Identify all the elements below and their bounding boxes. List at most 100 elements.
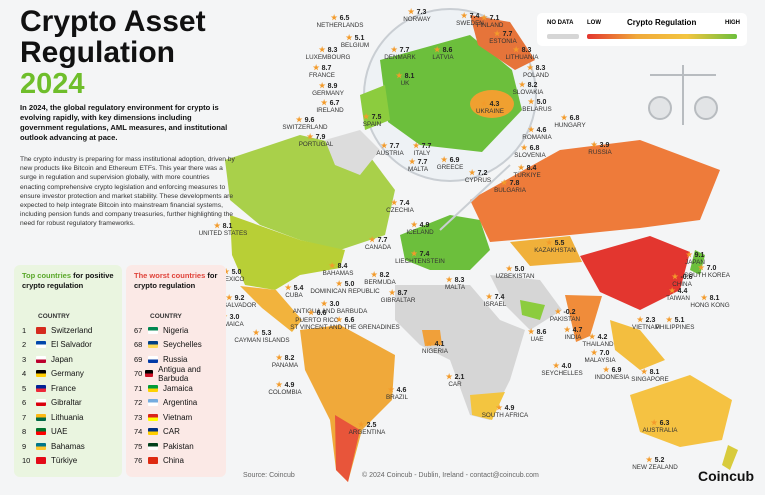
flag-icon [36, 413, 46, 421]
argentina [335, 415, 360, 482]
flag-icon [148, 355, 158, 363]
label-score-line: 7.7 [376, 142, 403, 150]
country-name: POLAND [523, 72, 549, 79]
score: 7.0 [599, 350, 610, 357]
map-label: 7.8 BULGARIA [494, 179, 526, 194]
country-name: BELARUS [522, 106, 552, 113]
score: 7.7 [377, 237, 388, 244]
star-icon [668, 287, 676, 294]
table-row: 75 Pakistan [134, 439, 218, 454]
label-score-line: 6.6 [290, 316, 400, 324]
country-name: INDONESIA [594, 374, 630, 381]
map-label: 8.3 POLAND [523, 64, 549, 79]
star-icon [505, 265, 513, 272]
flag-icon [148, 413, 158, 421]
ukraine [470, 90, 514, 118]
flag-icon [36, 428, 46, 436]
map-label: 5.5 KAZAKHSTAN [534, 239, 576, 254]
star-icon [284, 284, 292, 291]
uae [520, 300, 545, 320]
country-name: BERMUDA [364, 279, 396, 286]
score: 6.7 [329, 100, 340, 107]
map-label: 8.1 UK [395, 72, 415, 87]
flag-icon [148, 457, 158, 465]
score: 9.2 [234, 295, 245, 302]
star-icon [275, 354, 283, 361]
star-icon [380, 142, 388, 149]
title: Crypto Asset Regulation [20, 5, 206, 69]
score: 4.9 [284, 382, 295, 389]
star-icon [445, 276, 453, 283]
star-icon [425, 340, 433, 347]
label-score-line: 7.4 [484, 293, 506, 301]
label-score-line: 4.1 [422, 340, 448, 348]
country-name: LATVIA [432, 54, 454, 61]
map-label: 6.7 IRELAND [316, 99, 344, 114]
star-icon [222, 268, 230, 275]
label-score-line: 7.1 [477, 14, 504, 22]
country: El Salvador [51, 340, 92, 350]
label-score-line: 6.7 [316, 99, 343, 107]
country: Jamaica [163, 383, 193, 393]
table-row: 69 Russia [134, 352, 218, 367]
table-row: 73 Vietnam [134, 410, 218, 425]
top-title: Top countries for positive crypto regula… [22, 271, 114, 290]
label-score-line: 2.3 [632, 316, 660, 324]
star-icon [362, 113, 370, 120]
map-label: 7.7 MALTA [408, 158, 428, 173]
label-score-line: 7.5 [362, 113, 382, 121]
country-name: CANADA [364, 244, 392, 251]
legend-no-data-bar [547, 34, 579, 39]
map-label: 8.4 BAHAMAS [323, 262, 353, 277]
legend-low: LOW [587, 20, 601, 26]
map-label: 5.0 UZBEKISTAN [495, 265, 535, 280]
label-score-line: 7.8 [494, 179, 526, 187]
score: -0.2 [563, 309, 576, 316]
label-score-line: 8.3 [506, 46, 539, 54]
country-name: LIECHTENSTEIN [395, 258, 445, 265]
country-name: SWITZERLAND [282, 124, 328, 131]
rank: 3 [22, 354, 27, 364]
map-label: 7.7 AUSTRIA [376, 142, 404, 157]
flag-icon [148, 428, 158, 436]
country-name: UK [400, 80, 410, 87]
rank: 9 [22, 441, 27, 451]
country-name: RUSSIA [588, 149, 612, 156]
table-row: 72 Argentina [134, 396, 218, 411]
star-icon [645, 456, 653, 463]
country-name: MALTA [407, 166, 429, 173]
southeast-asia [610, 320, 665, 370]
map-label: 7.4 ISRAEL [484, 293, 506, 308]
rank: 71 [134, 383, 143, 393]
label-score-line: 4.2 [582, 333, 613, 341]
south-america [300, 325, 395, 482]
score: 7.5 [371, 114, 382, 121]
score: 8.1 [404, 73, 415, 80]
score: 7.8 [509, 180, 520, 187]
score: 4.9 [504, 405, 515, 412]
label-score-line: 4.6 [522, 126, 551, 134]
star-icon [275, 381, 283, 388]
star-icon [590, 141, 598, 148]
map-label: 8.2 BERMUDA [364, 271, 396, 286]
map-label: 2.3 VIETNAM [632, 316, 660, 331]
country-name: CUBA [285, 292, 303, 299]
star-icon [320, 99, 328, 106]
country-name: PHILIPPINES [655, 324, 695, 331]
map-label: 7.4 SWEDEN [456, 12, 484, 27]
star-icon [395, 72, 403, 79]
country-name: CYPRUS [464, 177, 492, 184]
rank: 2 [22, 340, 27, 350]
star-icon [563, 326, 571, 333]
score: 7.7 [389, 143, 400, 150]
label-score-line: 7.7 [384, 46, 416, 54]
usa [230, 215, 345, 290]
score: 5.3 [261, 330, 272, 337]
map-label: 6.6 ST VINCENT AND THE GRENADINES [290, 316, 400, 331]
score: 7.7 [502, 31, 513, 38]
table-row: 3 Japan [22, 352, 114, 367]
country-name: MALAYSIA [584, 357, 616, 364]
score: 5.2 [654, 457, 665, 464]
star-icon [225, 294, 233, 301]
